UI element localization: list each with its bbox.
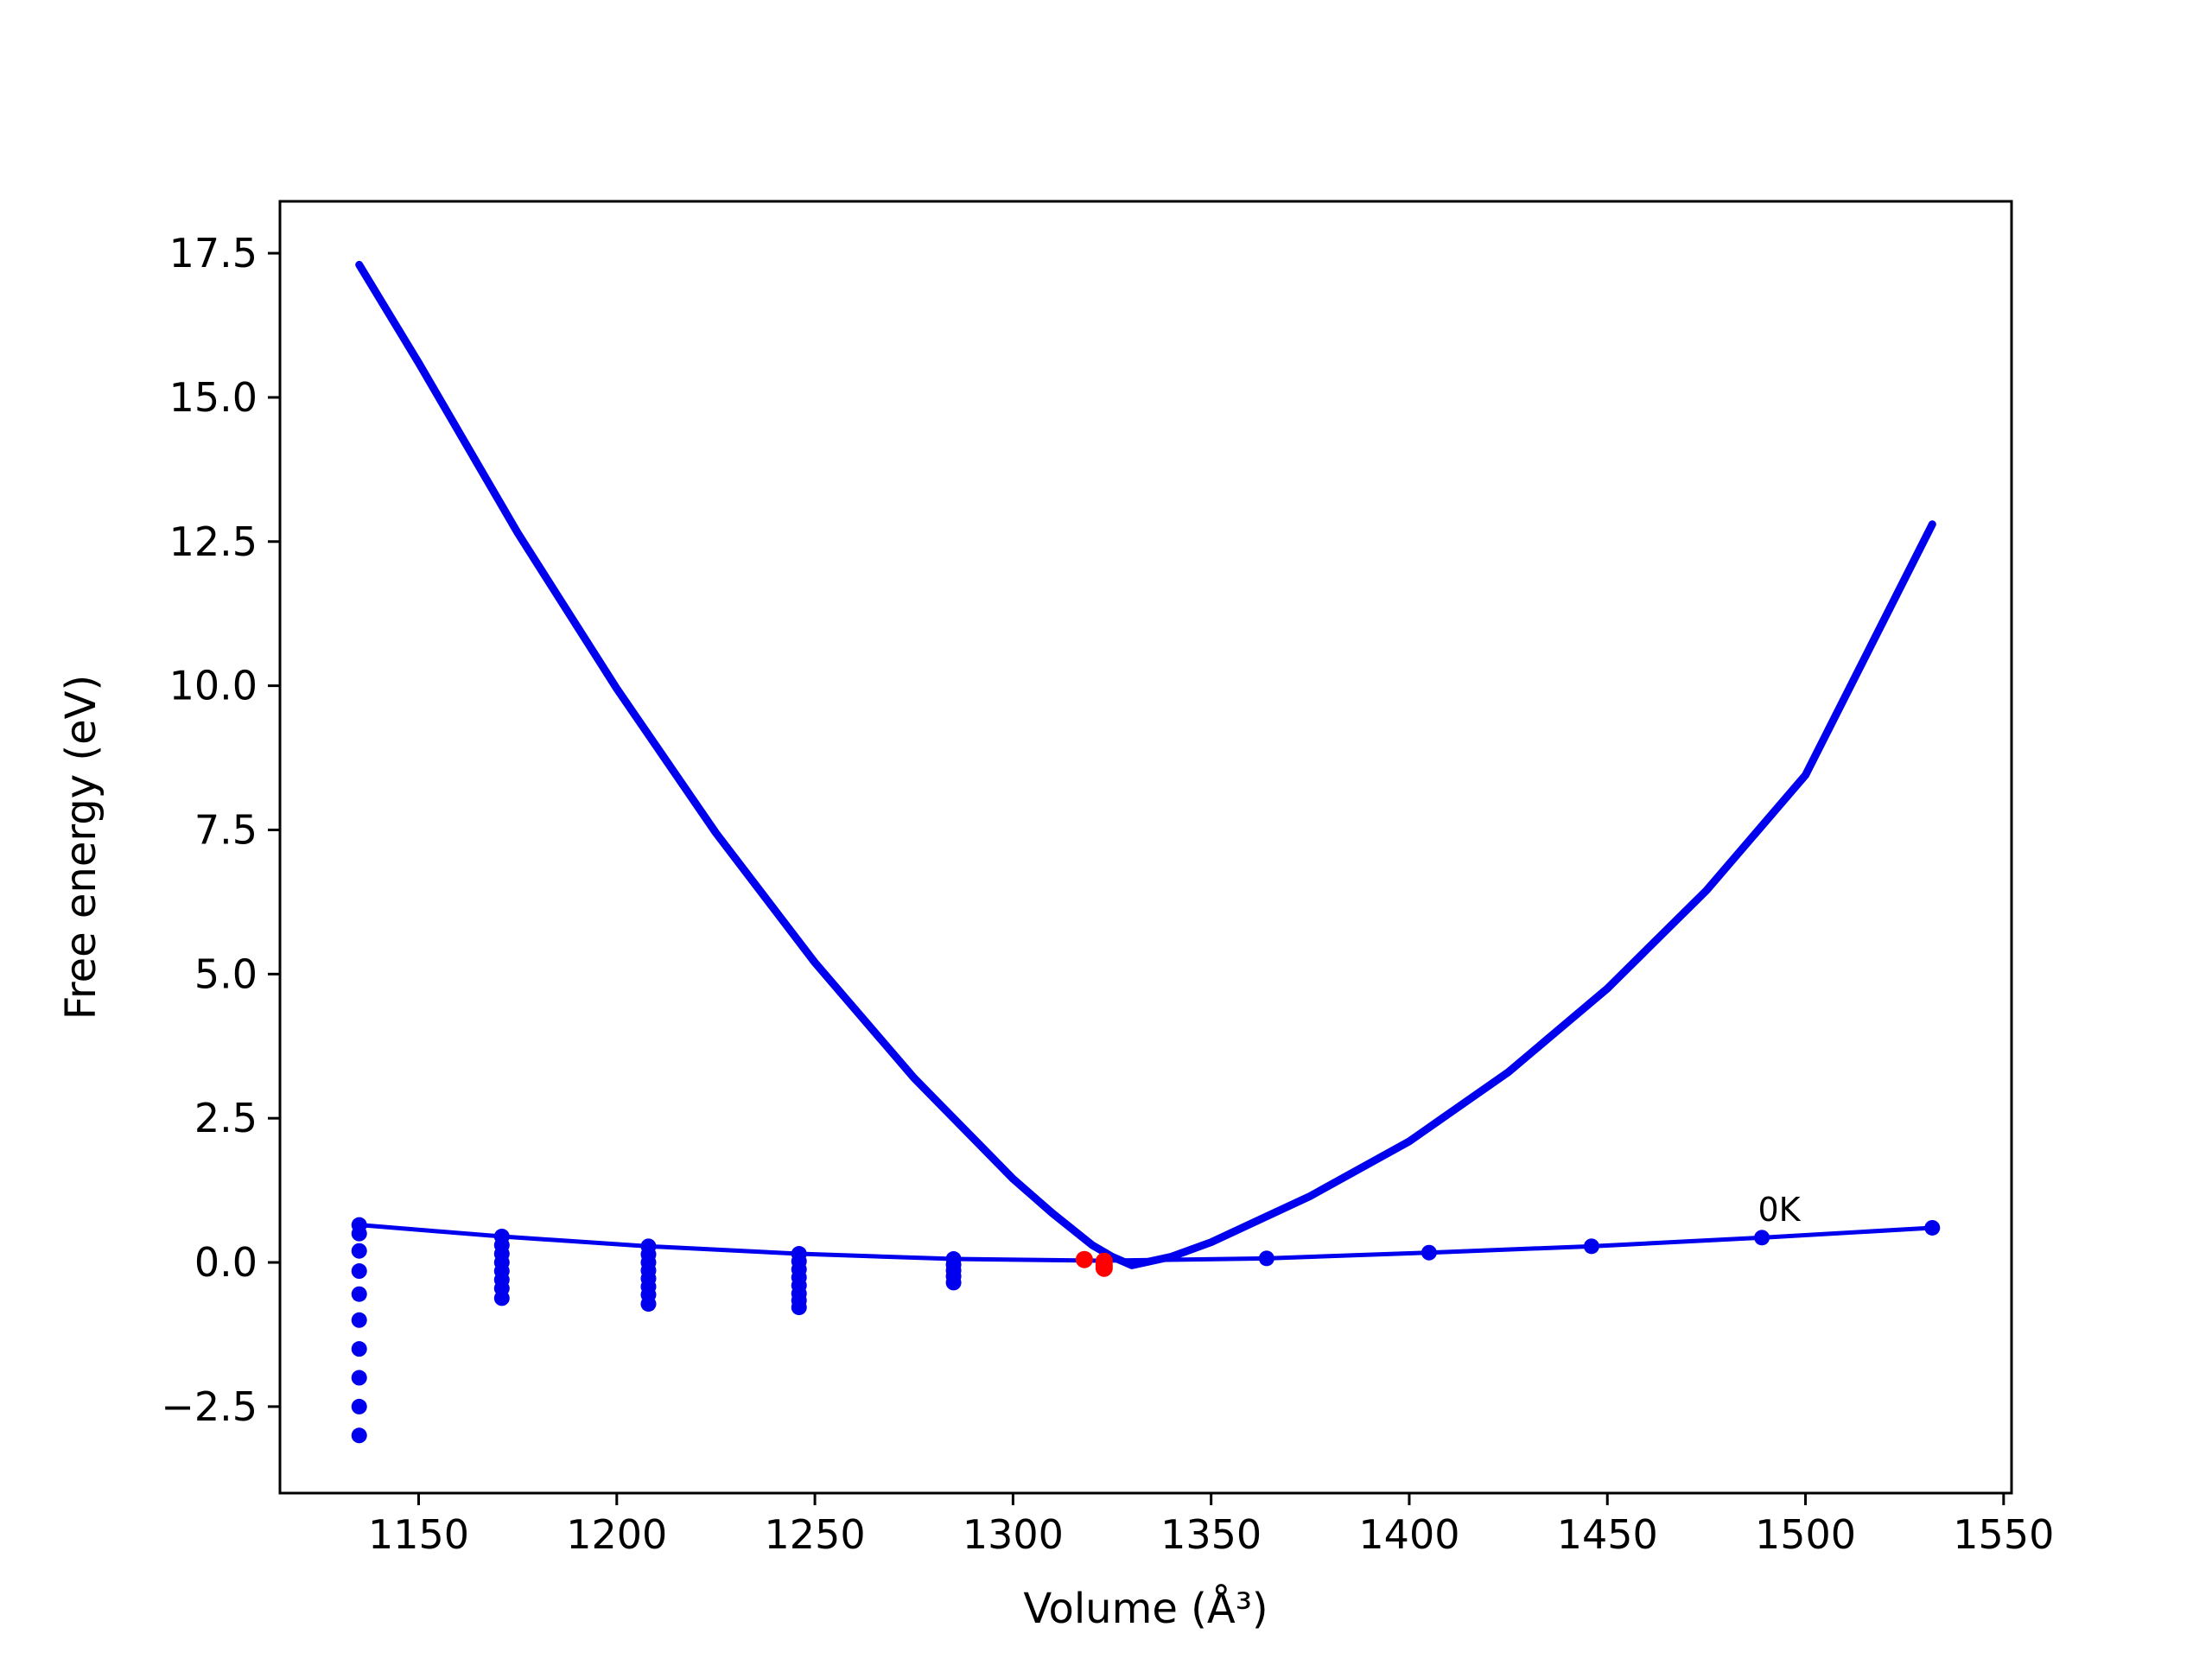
data-point — [351, 1286, 367, 1302]
data-point — [1421, 1244, 1437, 1261]
series-line-1 — [357, 1223, 1935, 1263]
x-tick-label: 1450 — [1557, 1511, 1658, 1558]
y-tick-label: 0.0 — [194, 1239, 257, 1286]
data-point — [351, 1370, 367, 1386]
y-tick-label: 10.0 — [169, 663, 257, 709]
annotations: 0K — [1758, 1191, 1802, 1229]
x-axis-ticks: 1150 1200 1250 1300 1350 1400 1450 1500 1550 — [368, 1493, 2054, 1558]
x-tick-label: 1550 — [1953, 1511, 2054, 1558]
x-tick-label: 1400 — [1358, 1511, 1459, 1558]
annotation-label: 0K — [1758, 1191, 1802, 1229]
series-line-0 — [355, 260, 1936, 1269]
x-tick-label: 1200 — [566, 1511, 667, 1558]
data-point — [351, 1243, 367, 1259]
data-point — [351, 1427, 367, 1444]
x-tick-label: 1350 — [1160, 1511, 1262, 1558]
plot-area-frame — [278, 200, 2013, 1495]
x-tick-label: 1150 — [368, 1511, 469, 1558]
data-point — [1924, 1219, 1941, 1236]
y-axis-label: Free energy (eV) — [57, 675, 105, 1020]
x-tick-label: 1300 — [963, 1511, 1064, 1558]
y-tick-label: 17.5 — [169, 230, 257, 276]
data-point — [1075, 1250, 1093, 1268]
data-point — [791, 1300, 807, 1316]
data-point — [1583, 1238, 1599, 1255]
data-point — [493, 1290, 510, 1306]
data-point — [640, 1296, 657, 1313]
x-tick-label: 1250 — [765, 1511, 866, 1558]
data-point — [351, 1398, 367, 1414]
series-layer — [351, 260, 1941, 1444]
y-tick-label: 7.5 — [194, 806, 257, 853]
y-tick-label: 5.0 — [194, 950, 257, 997]
data-point — [351, 1312, 367, 1328]
y-tick-label: 12.5 — [169, 518, 257, 565]
data-point — [1754, 1230, 1770, 1246]
data-point — [351, 1263, 367, 1280]
x-axis-label: Volume (Å³) — [1023, 1584, 1268, 1633]
data-point — [1258, 1250, 1274, 1267]
data-point — [945, 1274, 962, 1291]
y-axis-ticks: −2.5 0.0 2.5 5.0 7.5 10.0 12.5 15.0 17.5 — [161, 230, 280, 1430]
data-point — [351, 1341, 367, 1357]
y-tick-label: 15.0 — [169, 374, 257, 421]
y-tick-label: 2.5 — [194, 1095, 257, 1141]
data-point — [351, 1225, 367, 1242]
y-tick-label: −2.5 — [161, 1383, 257, 1430]
x-tick-label: 1500 — [1755, 1511, 1856, 1558]
data-point — [1095, 1259, 1113, 1277]
